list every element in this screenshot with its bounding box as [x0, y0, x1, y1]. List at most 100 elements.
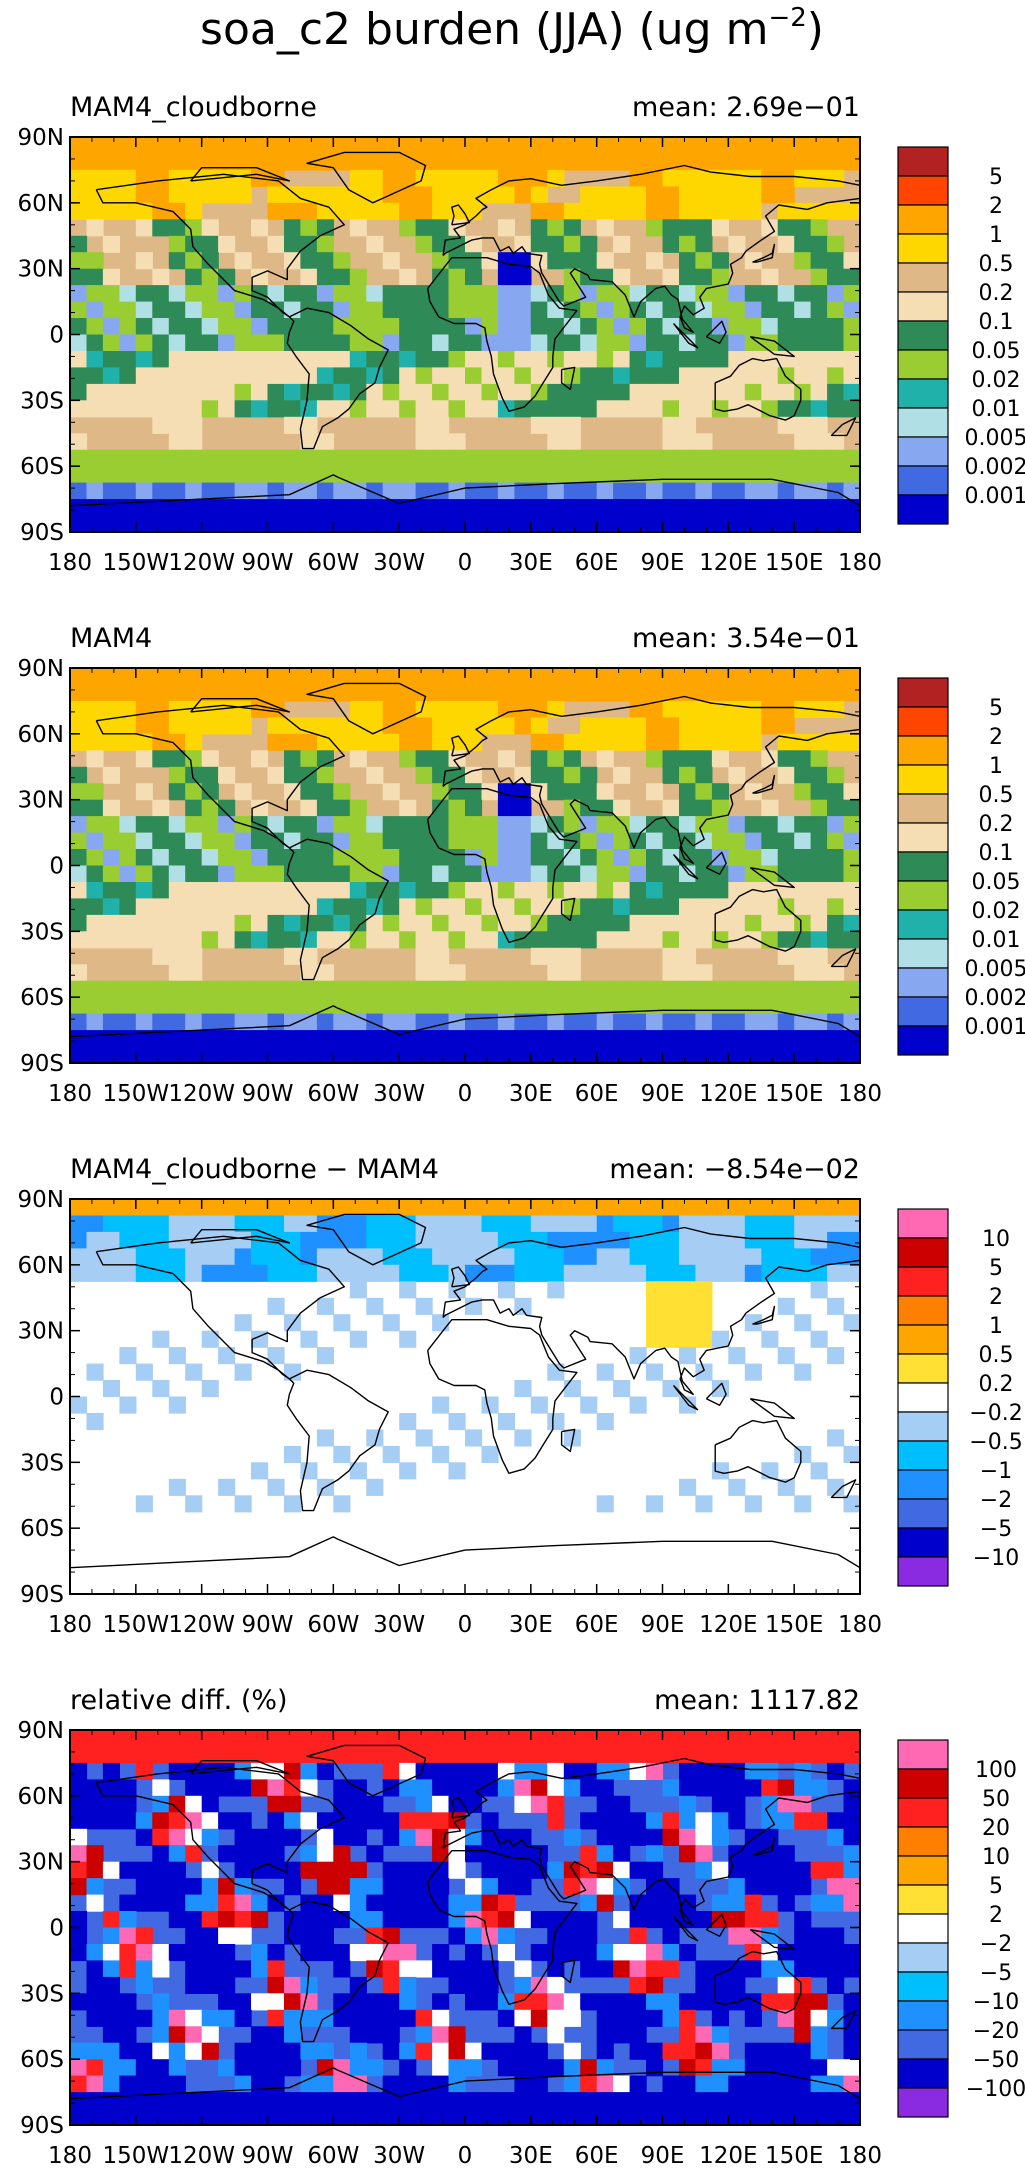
x-tick-label: 30W	[373, 550, 425, 576]
colorbar-label: 0.5	[979, 252, 1014, 277]
x-tick-label: 150E	[765, 2143, 823, 2169]
coastlines	[70, 682, 860, 1038]
y-tick-label: 60S	[20, 454, 64, 480]
x-axis: 180 150W 120W 90W 60W 30W 0 30E 60E 90E 120E 150E 18…	[48, 137, 882, 576]
colorbar-swatch	[897, 233, 949, 264]
panel-mean: mean: 3.54e−01	[632, 623, 860, 654]
x-tick-label: 60W	[307, 1612, 359, 1638]
x-tick-label: 150W	[103, 2143, 170, 2169]
panel-label: MAM4_cloudborne	[70, 92, 317, 123]
map-field	[70, 137, 860, 532]
colorbar-label: −10	[973, 1990, 1019, 2015]
x-tick-label: 0	[458, 1612, 473, 1638]
colorbar-swatch	[897, 1884, 949, 1915]
colorbar-swatch	[897, 938, 949, 969]
y-axis: 90N 60N 30N 0 30S 60S 90S	[18, 125, 860, 546]
y-axis: 90N 60N 30N 0 30S 60S 90S	[18, 1718, 860, 2139]
colorbar-label: −100	[966, 2077, 1025, 2102]
y-tick-label: 0	[49, 1916, 64, 1942]
colorbar-swatch	[897, 1855, 949, 1886]
colorbar-swatch	[897, 735, 949, 766]
y-tick-label: 90S	[20, 1051, 64, 1077]
colorbar-swatch	[897, 2000, 949, 2031]
x-tick-label: 90W	[241, 2143, 293, 2169]
x-tick-label: 150E	[765, 1612, 823, 1638]
x-tick-label: 90E	[641, 1612, 685, 1638]
x-axis: 180 150W 120W 90W 60W 30W 0 30E 60E 90E 120E 150E 18…	[48, 668, 882, 1107]
colorbar-swatch	[897, 1295, 949, 1326]
colorbar-swatch	[897, 320, 949, 351]
x-tick-label: 90W	[241, 1612, 293, 1638]
colorbar-label: 1	[989, 1314, 1003, 1339]
colorbar-label: 0.5	[979, 1343, 1014, 1368]
colorbar-swatch	[897, 2058, 949, 2089]
colorbar-swatch	[897, 1382, 949, 1413]
colorbar-swatch	[897, 1266, 949, 1297]
colorbar: 10 5 2 1 0.5 0.2 −0.2 −0.5 −1 −2 −5 −10	[897, 1208, 1023, 1587]
colorbar-swatch	[897, 407, 949, 438]
colorbar-swatch	[897, 436, 949, 467]
colorbar-swatch	[897, 1353, 949, 1384]
x-tick-label: 0	[458, 550, 473, 576]
colorbar-label: 0.005	[965, 426, 1025, 451]
y-axis: 90N 60N 30N 0 30S 60S 90S	[18, 656, 860, 1077]
x-tick-label: 180	[48, 2143, 92, 2169]
colorbar-label: −0.2	[969, 1401, 1022, 1426]
colorbar-swatch	[897, 2029, 949, 2060]
colorbar-swatch	[897, 909, 949, 940]
colorbar-swatch	[897, 1797, 949, 1828]
y-tick-label: 30S	[20, 388, 64, 414]
colorbar: 5 2 1 0.5 0.2 0.1 0.05 0.02 0.01 0.005 0.002 0.001	[897, 146, 1025, 525]
colorbar-label: 0.2	[979, 1372, 1014, 1397]
colorbar-label: 1	[989, 223, 1003, 248]
y-tick-label: 60N	[18, 1253, 64, 1279]
colorbar-label: 5	[989, 165, 1003, 190]
colorbar-label: 2	[989, 725, 1003, 750]
colorbar-swatch	[897, 967, 949, 998]
colorbar-label: −0.5	[969, 1430, 1022, 1455]
y-tick-label: 30S	[20, 1450, 64, 1476]
colorbar-label: −50	[973, 2048, 1019, 2073]
colorbar-swatch	[897, 494, 949, 525]
map-field	[70, 1730, 860, 2125]
x-tick-label: 120W	[168, 2143, 235, 2169]
colorbar-swatch	[897, 880, 949, 911]
map-field	[70, 668, 860, 1063]
colorbar-label: 2	[989, 194, 1003, 219]
x-tick-label: 60E	[575, 2143, 619, 2169]
map-field	[70, 1199, 860, 1594]
colorbar-swatch	[897, 291, 949, 322]
colorbar-label: 10	[982, 1845, 1010, 1870]
colorbar-swatch	[897, 1411, 949, 1442]
panel-diff: MAM4_cloudborne − MAM4 mean: −8.54e−02 180…	[18, 1154, 1023, 1638]
y-axis: 90N 60N 30N 0 30S 60S 90S	[18, 1187, 860, 1608]
colorbar-label: 0.005	[965, 957, 1025, 982]
x-tick-label: 120E	[699, 1612, 757, 1638]
y-tick-label: 90N	[18, 1187, 64, 1213]
colorbar-swatch	[897, 204, 949, 235]
colorbar-label: 0.1	[979, 841, 1014, 866]
colorbar-swatch	[897, 1942, 949, 1973]
y-tick-label: 90N	[18, 1718, 64, 1744]
y-tick-label: 60S	[20, 2047, 64, 2073]
colorbar-swatch	[897, 1208, 949, 1239]
colorbar-swatch	[897, 146, 949, 177]
colorbar-swatch	[897, 1527, 949, 1558]
colorbar-swatch	[897, 1971, 949, 2002]
x-tick-label: 120E	[699, 2143, 757, 2169]
x-tick-label: 120W	[168, 1081, 235, 1107]
colorbar-label: 5	[989, 1256, 1003, 1281]
y-tick-label: 90S	[20, 2113, 64, 2139]
x-tick-label: 90E	[641, 1081, 685, 1107]
y-tick-label: 60N	[18, 191, 64, 217]
x-tick-label: 180	[838, 1081, 882, 1107]
colorbar-label: −2	[980, 1932, 1012, 1957]
colorbar-label: 0.02	[972, 899, 1021, 924]
colorbar-label: 0.2	[979, 812, 1014, 837]
x-tick-label: 60W	[307, 2143, 359, 2169]
colorbar-label: −5	[980, 1517, 1012, 1542]
colorbar-swatch	[897, 2087, 949, 2118]
y-tick-label: 30N	[18, 1850, 64, 1876]
